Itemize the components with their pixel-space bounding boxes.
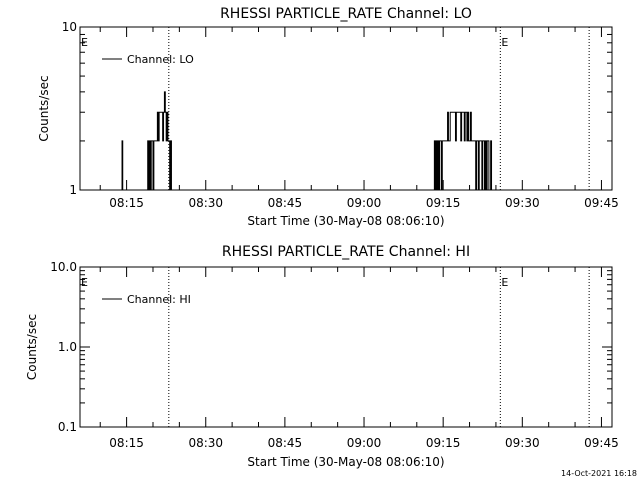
x-tick-label: 08:15 <box>109 436 144 450</box>
x-tick-label: 08:15 <box>109 196 144 210</box>
x-tick-label: 09:15 <box>426 196 461 210</box>
x-tick-label: 09:15 <box>426 436 461 450</box>
chart-title: RHESSI PARTICLE_RATE Channel: HI <box>222 244 470 260</box>
x-tick-label: 09:30 <box>505 196 540 210</box>
x-axis-label: Start Time (30-May-08 08:06:10) <box>247 455 444 469</box>
chart-title: RHESSI PARTICLE_RATE Channel: LO <box>220 6 472 22</box>
x-tick-label: 09:30 <box>505 436 540 450</box>
y-axis-label: Counts/sec <box>37 75 51 141</box>
legend-entry: Channel: HI <box>127 293 191 306</box>
x-tick-label: 08:30 <box>188 436 223 450</box>
y-tick-label: 10.0 <box>50 260 77 274</box>
plot-frame <box>79 266 613 428</box>
plot-frame <box>79 26 613 191</box>
chart-panel-lo: RHESSI PARTICLE_RATE Channel: LO Counts/s… <box>37 6 619 228</box>
x-tick-label: 08:45 <box>268 436 303 450</box>
y-tick-label: 1 <box>69 183 77 197</box>
x-tick-label: 09:45 <box>584 436 619 450</box>
x-tick-label: 09:00 <box>347 436 382 450</box>
x-tick-label: 08:30 <box>188 196 223 210</box>
event-marker-label: E <box>501 276 508 289</box>
event-marker-label: E <box>501 36 508 49</box>
y-axis-label: Counts/sec <box>25 314 39 380</box>
series-line-0 <box>121 91 494 191</box>
legend-entry: Channel: LO <box>127 53 194 66</box>
y-tick-label: 1.0 <box>58 340 77 354</box>
x-tick-label: 09:45 <box>584 196 619 210</box>
event-marker-label: E <box>81 276 88 289</box>
x-tick-label: 09:00 <box>347 196 382 210</box>
chart-panel-hi: RHESSI PARTICLE_RATE Channel: HI Counts/s… <box>25 244 619 469</box>
y-tick-label: 0.1 <box>58 420 77 434</box>
x-tick-label: 08:45 <box>268 196 303 210</box>
event-marker-label: E <box>81 36 88 49</box>
y-tick-label: 10 <box>62 20 77 34</box>
x-axis-label: Start Time (30-May-08 08:06:10) <box>247 214 444 228</box>
footer-timestamp: 14-Oct-2021 16:18 <box>561 469 637 478</box>
